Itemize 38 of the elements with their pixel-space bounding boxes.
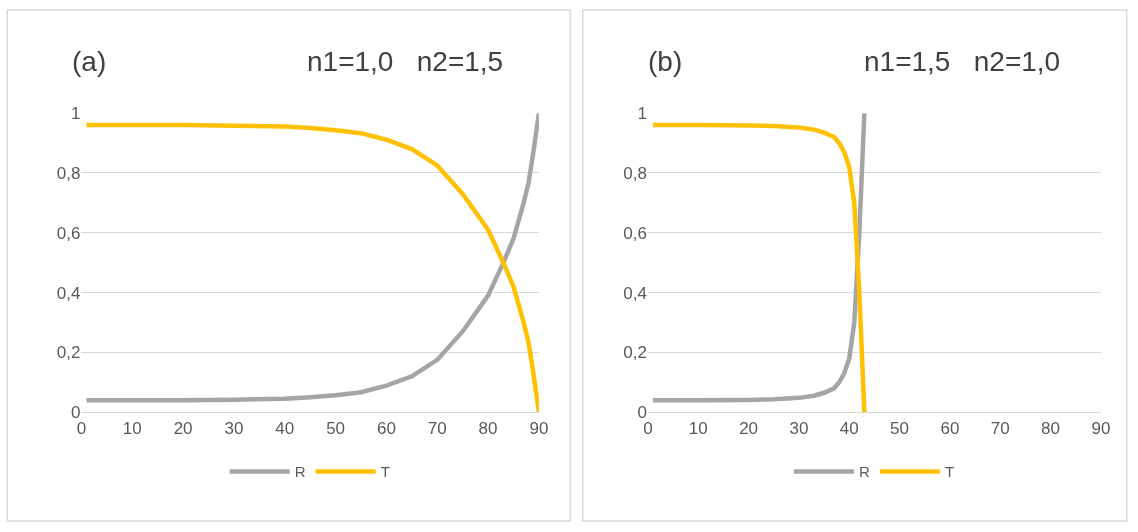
x-tick-label: 10 — [688, 418, 708, 438]
legend-label: T — [380, 463, 390, 481]
y-tick-label: 1 — [637, 104, 647, 124]
x-tick-label: 70 — [427, 418, 447, 438]
x-tick-label: 50 — [326, 418, 346, 438]
legend-label: R — [858, 463, 870, 481]
x-tick-label: 10 — [122, 418, 142, 438]
y-tick-label: 0,4 — [623, 283, 647, 303]
x-tick-label: 60 — [376, 418, 396, 438]
x-tick-label: 80 — [478, 418, 498, 438]
x-tick-label: 40 — [839, 418, 859, 438]
y-tick-label: 0,2 — [623, 343, 647, 363]
x-tick-label: 70 — [990, 418, 1010, 438]
y-tick-label: 0,2 — [56, 343, 81, 363]
x-tick-label: 90 — [1091, 418, 1111, 438]
x-tick-label: 30 — [224, 418, 244, 438]
x-tick-label: 90 — [529, 418, 549, 438]
x-tick-label: 20 — [173, 418, 193, 438]
legend-label: R — [294, 463, 306, 481]
x-tick-label: 50 — [890, 418, 910, 438]
x-tick-label: 30 — [789, 418, 809, 438]
x-tick-label: 60 — [940, 418, 960, 438]
x-tick-label: 20 — [739, 418, 759, 438]
y-tick-label: 0,6 — [623, 223, 647, 243]
chart-title: (b) — [648, 46, 683, 77]
x-tick-label: 80 — [1041, 418, 1061, 438]
legend-label: T — [944, 463, 955, 481]
chart-subtitle: n1=1,0 n2=1,5 — [307, 46, 504, 77]
y-tick-label: 0 — [637, 403, 647, 423]
y-tick-label: 0,4 — [56, 283, 81, 303]
y-tick-label: 0 — [70, 403, 81, 423]
y-tick-label: 0,6 — [56, 223, 81, 243]
chart-title: (a) — [72, 46, 107, 77]
y-tick-label: 0,8 — [623, 163, 647, 183]
y-tick-label: 0,8 — [56, 163, 81, 183]
x-tick-label: 40 — [275, 418, 295, 438]
chart-subtitle: n1=1,5 n2=1,0 — [864, 46, 1061, 77]
y-tick-label: 1 — [70, 104, 81, 124]
